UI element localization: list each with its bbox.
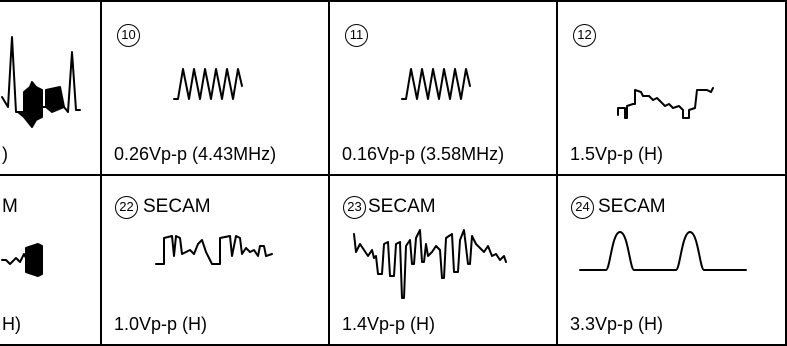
waveform-cell-24: 24 SECAM 3.3Vp-p (H)	[556, 174, 787, 346]
video-pulse-waveform-icon	[353, 229, 507, 299]
cell-caption: 0.26Vp-p (4.43MHz)	[114, 144, 277, 164]
waveform-cell-23: 23 SECAM 1.4Vp-p (H)	[328, 174, 558, 346]
waveform-cell-partial-top: )	[0, 0, 102, 176]
standard-label: SECAM	[143, 196, 211, 217]
cell-caption: 1.5Vp-p (H)	[570, 144, 664, 164]
waveform-cell-partial-bottom: M H)	[0, 174, 102, 346]
cell-caption: 1.0Vp-p (H)	[114, 314, 208, 334]
standard-label: SECAM	[598, 196, 666, 217]
partial-burst-waveform-icon	[1, 36, 81, 128]
test-point-number-badge: 11	[345, 24, 368, 47]
test-point-number-badge: 22	[115, 196, 138, 219]
test-point-number-badge: 23	[343, 196, 366, 219]
standard-label: SECAM	[368, 196, 436, 217]
test-point-number-badge: 24	[571, 196, 594, 219]
cell-caption: H)	[2, 314, 21, 334]
staircase-waveform-icon	[617, 87, 714, 119]
waveform-cell-12: 12 1.5Vp-p (H)	[556, 0, 787, 176]
test-point-number-badge: 12	[573, 24, 596, 47]
partial-pulse-waveform-icon	[1, 243, 43, 277]
square-pulse-waveform-icon	[155, 235, 273, 265]
chroma-burst-waveform-icon	[173, 68, 243, 100]
chroma-burst-waveform-icon	[401, 68, 471, 100]
standard-label: M	[2, 196, 18, 217]
waveform-cell-10: 10 0.26Vp-p (4.43MHz)	[100, 0, 330, 176]
cell-caption: 0.16Vp-p (3.58MHz)	[342, 144, 505, 164]
cell-caption: 1.4Vp-p (H)	[342, 314, 436, 334]
cell-caption: )	[2, 144, 8, 164]
double-hump-waveform-icon	[579, 231, 747, 271]
test-point-number-badge: 10	[117, 24, 140, 47]
waveform-cell-22: 22 SECAM 1.0Vp-p (H)	[100, 174, 330, 346]
cell-caption: 3.3Vp-p (H)	[570, 314, 664, 334]
waveform-cell-11: 11 0.16Vp-p (3.58MHz)	[328, 0, 558, 176]
